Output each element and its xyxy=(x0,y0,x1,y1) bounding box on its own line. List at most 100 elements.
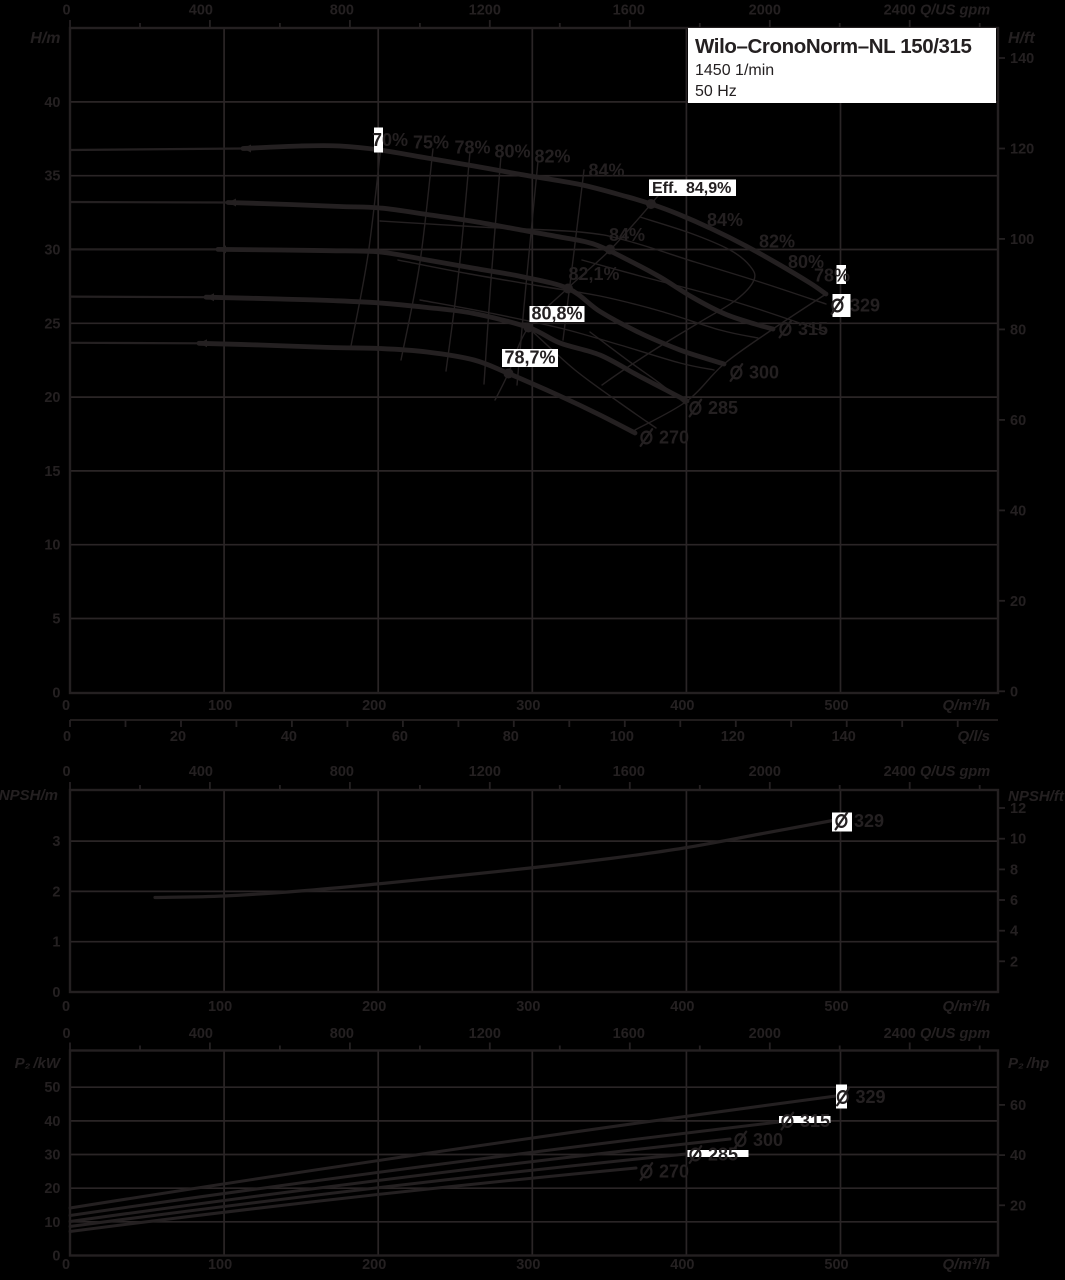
svg-text:P₂ /hp: P₂ /hp xyxy=(1008,1055,1049,1072)
svg-text:2000: 2000 xyxy=(749,764,781,780)
svg-text:20: 20 xyxy=(44,1181,60,1197)
svg-text:8: 8 xyxy=(1010,862,1018,878)
svg-text:80: 80 xyxy=(503,729,519,745)
svg-text:10: 10 xyxy=(1010,832,1026,848)
svg-text:100: 100 xyxy=(1010,232,1034,248)
svg-text:40: 40 xyxy=(281,729,297,745)
svg-text:10: 10 xyxy=(44,538,60,554)
svg-text:0: 0 xyxy=(52,1249,60,1265)
svg-text:0: 0 xyxy=(52,985,60,1001)
svg-text:100: 100 xyxy=(610,729,634,745)
svg-text:300: 300 xyxy=(753,1130,783,1150)
svg-text:4: 4 xyxy=(1010,924,1018,940)
svg-text:800: 800 xyxy=(330,764,354,780)
svg-text:2: 2 xyxy=(52,884,60,900)
svg-text:Q/US gpm: Q/US gpm xyxy=(920,3,990,19)
svg-text:2000: 2000 xyxy=(749,1026,781,1042)
svg-text:80%: 80% xyxy=(494,142,530,162)
svg-text:Q/l/s: Q/l/s xyxy=(957,728,990,745)
svg-text:78%: 78% xyxy=(814,266,850,286)
svg-text:1200: 1200 xyxy=(469,1026,501,1042)
svg-text:140: 140 xyxy=(1010,51,1034,67)
svg-text:Q/m³/h: Q/m³/h xyxy=(943,697,991,714)
svg-text:40: 40 xyxy=(1010,503,1026,519)
svg-text:500: 500 xyxy=(824,698,848,714)
svg-text:400: 400 xyxy=(670,1257,694,1273)
svg-text:12: 12 xyxy=(1010,801,1026,817)
svg-text:315: 315 xyxy=(798,319,828,339)
svg-text:800: 800 xyxy=(330,1026,354,1042)
svg-text:30: 30 xyxy=(44,1148,60,1164)
svg-text:25: 25 xyxy=(44,316,60,332)
svg-text:0: 0 xyxy=(52,685,60,701)
svg-text:NPSH/m: NPSH/m xyxy=(0,787,58,804)
svg-text:Q/US gpm: Q/US gpm xyxy=(920,1026,990,1042)
svg-text:20: 20 xyxy=(44,390,60,406)
svg-text:1: 1 xyxy=(52,935,60,951)
svg-text:3: 3 xyxy=(52,834,60,850)
svg-text:P₂ /kW: P₂ /kW xyxy=(15,1055,62,1072)
svg-text:1600: 1600 xyxy=(613,3,645,19)
svg-text:H/ft: H/ft xyxy=(1008,30,1035,47)
svg-text:82%: 82% xyxy=(534,147,570,167)
svg-text:40: 40 xyxy=(1010,1148,1026,1164)
svg-text:6: 6 xyxy=(1010,893,1018,909)
svg-text:300: 300 xyxy=(516,698,540,714)
svg-text:400: 400 xyxy=(189,3,213,19)
svg-text:5: 5 xyxy=(52,612,60,628)
svg-text:84%: 84% xyxy=(588,161,624,181)
svg-text:500: 500 xyxy=(824,999,848,1015)
svg-text:78,7%: 78,7% xyxy=(504,348,555,368)
svg-text:0: 0 xyxy=(62,698,70,714)
svg-text:329: 329 xyxy=(854,811,884,831)
svg-text:400: 400 xyxy=(189,1026,213,1042)
svg-text:80%: 80% xyxy=(788,252,824,272)
svg-text:1200: 1200 xyxy=(469,3,501,19)
svg-text:75%: 75% xyxy=(413,133,449,153)
svg-text:84,9%: 84,9% xyxy=(686,180,731,197)
svg-text:270: 270 xyxy=(659,428,689,448)
svg-text:800: 800 xyxy=(330,3,354,19)
svg-text:285: 285 xyxy=(708,398,738,418)
svg-text:270: 270 xyxy=(659,1162,689,1182)
svg-text:0: 0 xyxy=(62,1026,70,1042)
svg-text:300: 300 xyxy=(516,999,540,1015)
svg-text:300: 300 xyxy=(749,363,779,383)
svg-text:84%: 84% xyxy=(707,210,743,230)
svg-text:84%: 84% xyxy=(609,225,645,245)
svg-text:300: 300 xyxy=(516,1257,540,1273)
svg-text:Eff.: Eff. xyxy=(652,180,678,197)
svg-text:NPSH/ft: NPSH/ft xyxy=(1008,788,1065,805)
svg-text:100: 100 xyxy=(208,999,232,1015)
svg-text:1600: 1600 xyxy=(613,1026,645,1042)
svg-text:Q/m³/h: Q/m³/h xyxy=(943,1256,991,1273)
svg-text:140: 140 xyxy=(832,729,856,745)
svg-text:120: 120 xyxy=(721,729,745,745)
svg-text:82,1%: 82,1% xyxy=(568,264,619,284)
svg-text:70%: 70% xyxy=(372,130,408,150)
svg-text:1450 1/min: 1450 1/min xyxy=(695,62,774,79)
svg-text:10: 10 xyxy=(44,1215,60,1231)
svg-text:15: 15 xyxy=(44,464,60,480)
svg-text:0: 0 xyxy=(62,999,70,1015)
svg-text:120: 120 xyxy=(1010,142,1034,158)
svg-text:60: 60 xyxy=(1010,413,1026,429)
svg-text:82%: 82% xyxy=(759,232,795,252)
svg-text:50 Hz: 50 Hz xyxy=(695,83,737,100)
svg-text:400: 400 xyxy=(670,999,694,1015)
svg-text:1200: 1200 xyxy=(469,764,501,780)
svg-text:0: 0 xyxy=(62,3,70,19)
svg-text:80,8%: 80,8% xyxy=(531,304,582,324)
svg-text:400: 400 xyxy=(670,698,694,714)
svg-text:Q/m³/h: Q/m³/h xyxy=(943,998,991,1015)
svg-text:100: 100 xyxy=(208,1257,232,1273)
svg-text:40: 40 xyxy=(44,1114,60,1130)
svg-text:0: 0 xyxy=(1010,684,1018,700)
svg-text:2: 2 xyxy=(1010,954,1018,970)
svg-text:0: 0 xyxy=(62,764,70,780)
svg-text:200: 200 xyxy=(362,999,386,1015)
svg-text:35: 35 xyxy=(44,169,60,185)
svg-text:329: 329 xyxy=(856,1087,886,1107)
svg-text:0: 0 xyxy=(63,729,71,745)
svg-text:78%: 78% xyxy=(454,138,490,158)
